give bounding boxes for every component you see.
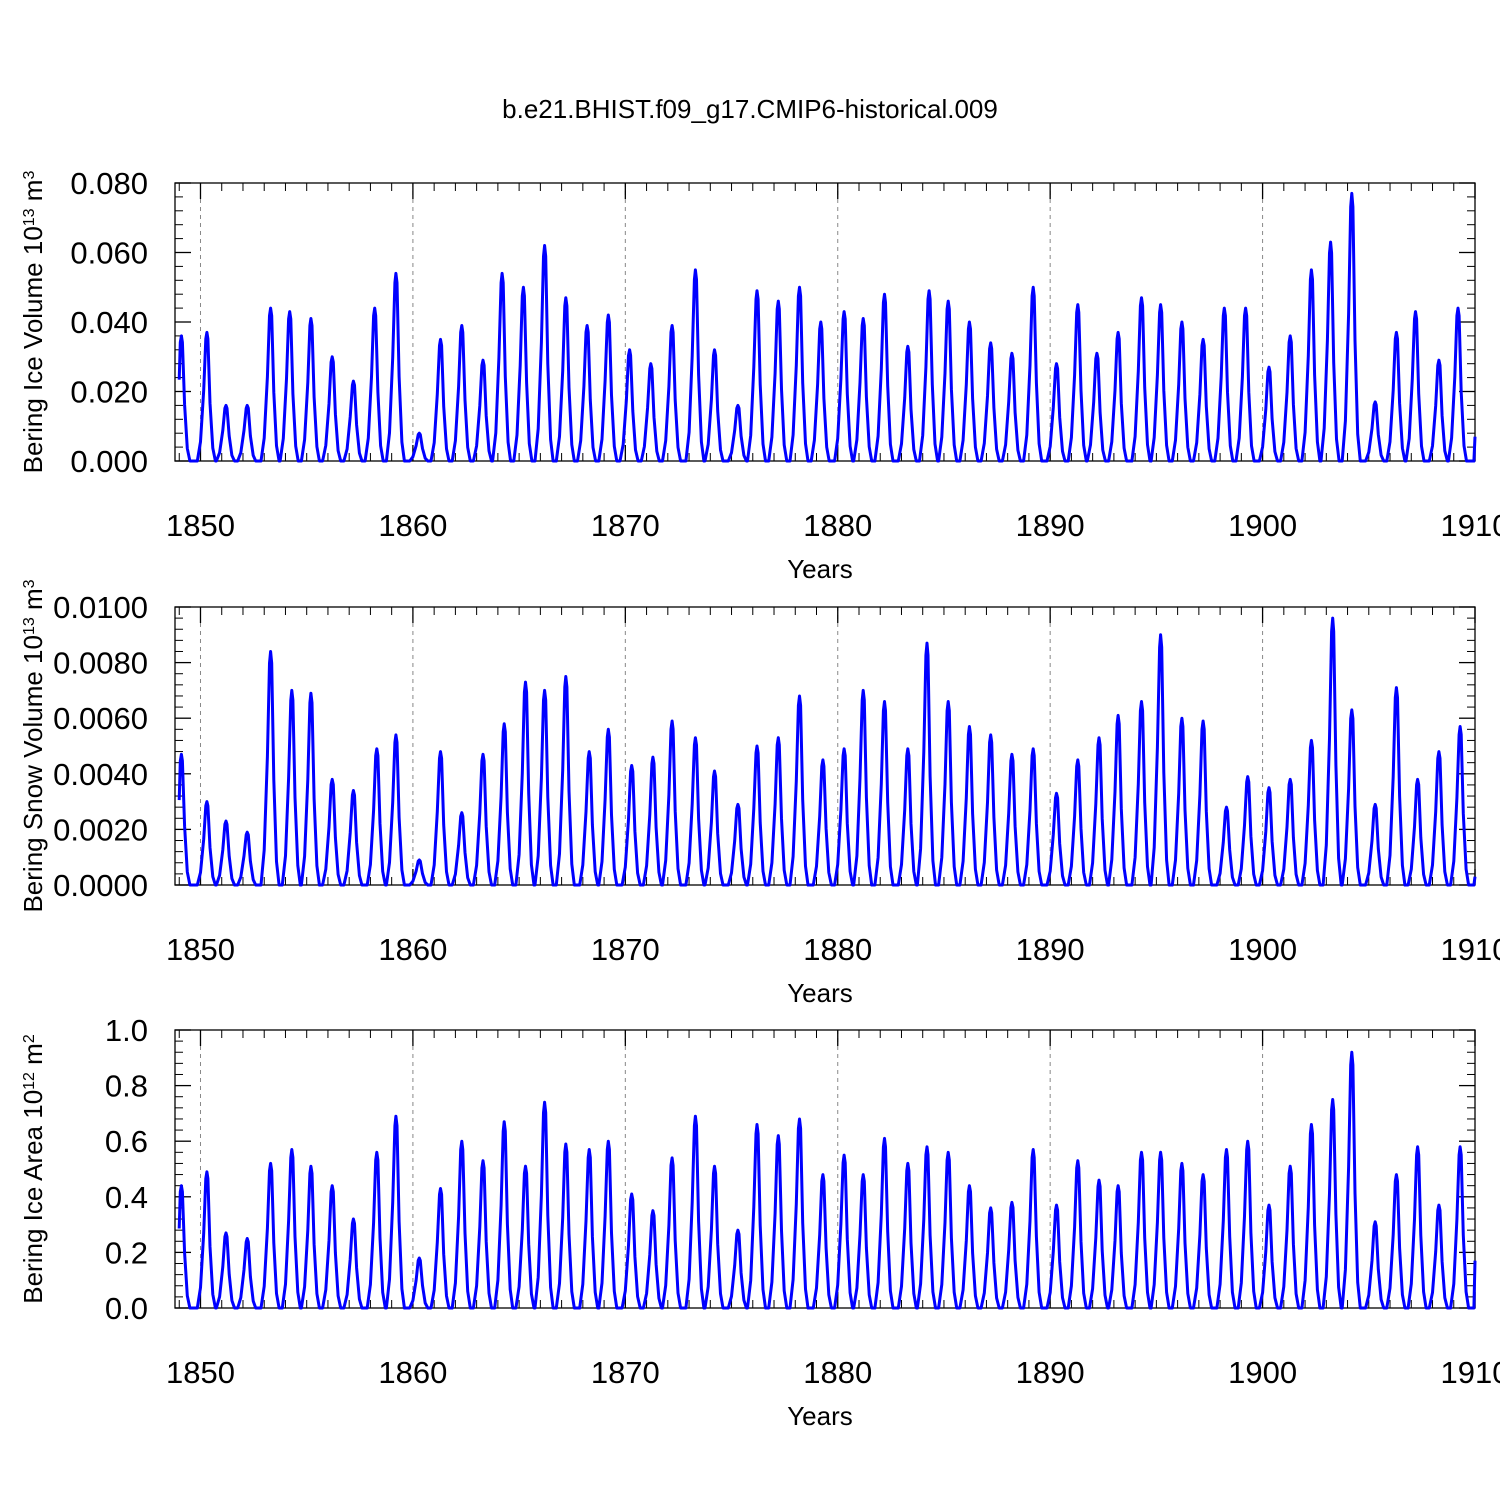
y-axis-label-part: Bering Ice Area 10 xyxy=(18,1090,48,1304)
y-axis-label-part: m xyxy=(18,180,48,209)
x-tick-label: 1900 xyxy=(1228,932,1297,967)
x-tick-label: 1850 xyxy=(166,508,235,543)
y-axis-unit-exponent: 13 xyxy=(21,617,38,635)
y-axis-unit-exponent: 13 xyxy=(21,208,38,226)
y-axis-unit-exponent: 3 xyxy=(21,171,38,180)
y-tick-label: 0.0100 xyxy=(53,590,148,625)
x-tick-label: 1860 xyxy=(378,932,447,967)
y-tick-label: 0.2 xyxy=(105,1235,148,1270)
plot-frame xyxy=(174,1029,1476,1309)
chart-panel-2: 1850 1860 1870 1880 1890 1900 1910 Years 0.0000 0… xyxy=(18,579,1500,1008)
x-tick-label: 1870 xyxy=(591,1355,660,1390)
y-tick-label: 0.4 xyxy=(105,1180,148,1215)
y-tick-label: 0.8 xyxy=(105,1069,148,1104)
y-tick-label: 0.0 xyxy=(105,1291,148,1326)
y-axis-label-part: Bering Ice Volume 10 xyxy=(18,226,48,473)
x-axis-label: Years xyxy=(787,978,853,1008)
x-tick-label: 1910 xyxy=(1441,1355,1500,1390)
x-tick-label: 1880 xyxy=(803,1355,872,1390)
series-line xyxy=(177,1050,1477,1310)
y-tick-label: 0.0000 xyxy=(53,868,148,903)
x-tick-label: 1860 xyxy=(378,1355,447,1390)
x-tick-label: 1860 xyxy=(378,508,447,543)
y-tick-label: 1.0 xyxy=(105,1013,148,1048)
y-axis-unit-exponent: 3 xyxy=(21,579,38,588)
y-axis-label: Bering Ice Area 1012 m2 xyxy=(18,1034,48,1304)
x-tick-label: 1890 xyxy=(1016,508,1085,543)
x-axis-label: Years xyxy=(787,554,853,584)
y-tick-label: 0.6 xyxy=(105,1124,148,1159)
y-axis-label: Bering Snow Volume 1013 m3 xyxy=(18,579,48,912)
y-tick-label: 0.0060 xyxy=(53,701,148,736)
x-tick-label: 1890 xyxy=(1016,1355,1085,1390)
x-tick-label: 1900 xyxy=(1228,1355,1297,1390)
x-tick-label: 1910 xyxy=(1441,508,1500,543)
x-tick-label: 1890 xyxy=(1016,932,1085,967)
y-tick-label: 0.020 xyxy=(70,375,148,410)
chart-panel-1: 1850 1860 1870 1880 1890 1900 1910 Years 0.000 0.… xyxy=(18,166,1500,584)
y-axis-label-part: m xyxy=(18,1043,48,1072)
series-line xyxy=(177,616,1477,887)
y-tick-label: 0.0080 xyxy=(53,646,148,681)
x-tick-label: 1870 xyxy=(591,932,660,967)
y-axis-label-part: Bering Snow Volume 10 xyxy=(18,635,48,913)
chart-panel-3: 1850 1860 1870 1880 1890 1900 1910 Years 0.0 0.2 0… xyxy=(18,1013,1500,1431)
y-tick-label: 0.040 xyxy=(70,305,148,340)
x-tick-label: 1910 xyxy=(1441,932,1500,967)
y-axis-unit-exponent: 12 xyxy=(21,1072,38,1090)
series-line xyxy=(177,191,1477,463)
x-tick-label: 1880 xyxy=(803,508,872,543)
chart-title: b.e21.BHIST.f09_g17.CMIP6-historical.009 xyxy=(502,94,998,124)
x-axis-label: Years xyxy=(787,1401,853,1431)
y-axis-label-part: m xyxy=(18,588,48,617)
y-tick-label: 0.0020 xyxy=(53,812,148,847)
plot-frame xyxy=(174,606,1476,886)
x-tick-label: 1850 xyxy=(166,1355,235,1390)
x-tick-label: 1900 xyxy=(1228,508,1297,543)
y-tick-label: 0.060 xyxy=(70,236,148,271)
y-tick-label: 0.0040 xyxy=(53,757,148,792)
x-tick-label: 1880 xyxy=(803,932,872,967)
y-axis-label: Bering Ice Volume 1013 m3 xyxy=(18,171,48,474)
x-tick-label: 1850 xyxy=(166,932,235,967)
y-tick-label: 0.000 xyxy=(70,444,148,479)
x-tick-label: 1870 xyxy=(591,508,660,543)
y-tick-label: 0.080 xyxy=(70,166,148,201)
y-axis-unit-exponent: 2 xyxy=(21,1034,38,1043)
